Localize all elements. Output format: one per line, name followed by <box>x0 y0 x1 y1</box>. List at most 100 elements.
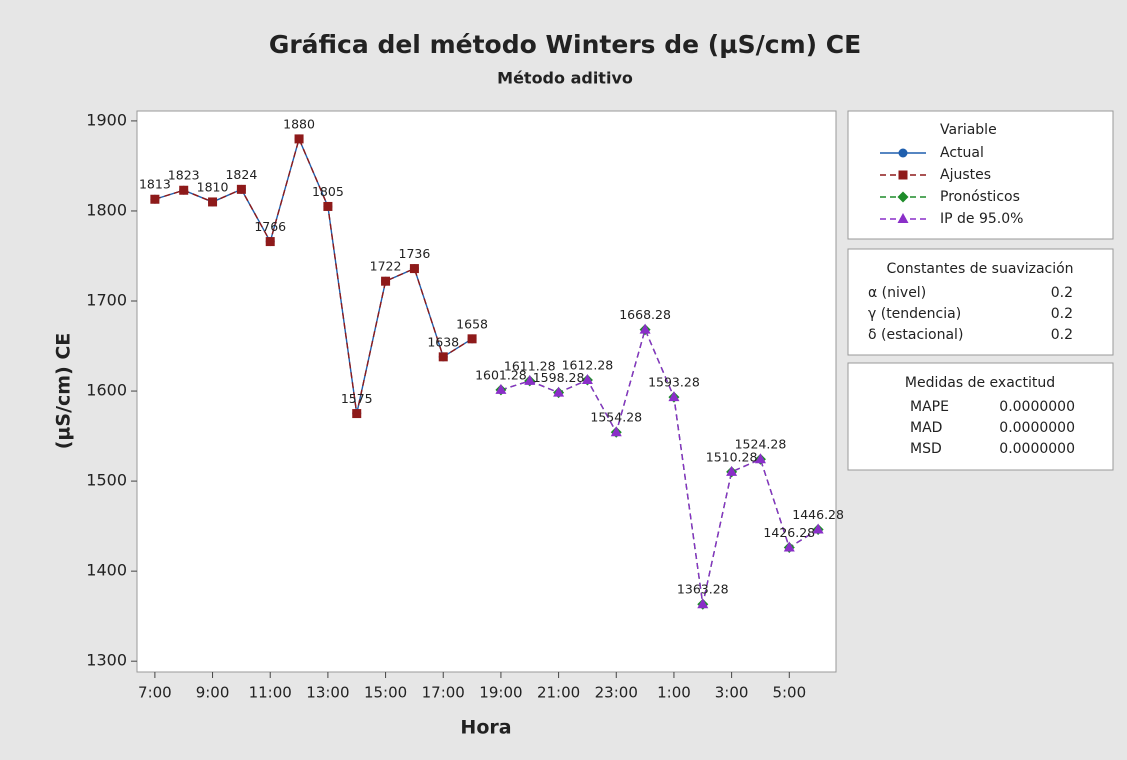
data-point <box>553 386 565 397</box>
data-label: 1426.28 <box>763 525 815 540</box>
x-tick-label: 7:00 <box>138 684 172 702</box>
data-label: 1612.28 <box>562 357 614 372</box>
data-point <box>265 237 275 247</box>
data-point <box>438 352 448 362</box>
legend-marker <box>897 191 909 203</box>
y-tick-label: 1600 <box>86 381 127 400</box>
legend-marker <box>898 170 908 180</box>
accuracy-value: 0.0000000 <box>999 399 1075 415</box>
x-tick-label: 3:00 <box>715 684 749 702</box>
data-point <box>812 523 824 534</box>
legend-label: Actual <box>940 145 984 161</box>
x-tick-label: 19:00 <box>479 684 522 702</box>
smoothing-value: 0.2 <box>1051 306 1073 322</box>
data-point <box>381 276 391 286</box>
data-label: 1601.28 <box>475 367 527 382</box>
data-point <box>150 194 160 204</box>
x-tick-label: 15:00 <box>364 684 407 702</box>
data-point <box>208 197 218 207</box>
y-tick-label: 1700 <box>86 291 127 310</box>
data-point <box>467 334 477 344</box>
data-label: 1823 <box>168 168 200 183</box>
data-label: 1813 <box>139 177 171 192</box>
series-line <box>154 136 473 414</box>
accuracy-label: MSD <box>910 441 942 457</box>
data-point <box>236 184 246 194</box>
data-point <box>610 426 622 437</box>
data-label: 1575 <box>341 391 373 406</box>
data-point <box>754 453 766 464</box>
accuracy-value: 0.0000000 <box>999 420 1075 436</box>
data-point <box>524 374 536 385</box>
accuracy-value: 0.0000000 <box>999 441 1075 457</box>
x-tick-label: 23:00 <box>595 684 638 702</box>
x-tick-label: 1:00 <box>657 684 691 702</box>
data-point <box>323 201 333 211</box>
data-label: 1554.28 <box>590 410 642 425</box>
data-label: 1668.28 <box>619 307 671 322</box>
data-point <box>409 264 419 274</box>
plot-area <box>136 110 837 673</box>
data-label: 1524.28 <box>735 437 787 452</box>
data-label: 1736 <box>399 246 431 261</box>
data-label: 1638 <box>427 334 459 349</box>
data-point <box>179 185 189 195</box>
x-tick-label: 9:00 <box>196 684 230 702</box>
data-point <box>697 598 709 609</box>
y-tick-label: 1300 <box>86 651 127 670</box>
data-label: 1880 <box>283 116 315 131</box>
data-label: 1766 <box>254 219 286 234</box>
data-label: 1593.28 <box>648 375 700 390</box>
x-axis-label: Hora <box>460 717 511 739</box>
data-label: 1446.28 <box>792 507 844 522</box>
data-point <box>581 373 593 384</box>
y-tick-label: 1900 <box>86 110 127 129</box>
y-tick-label: 1800 <box>86 200 127 219</box>
data-label: 1805 <box>312 184 344 199</box>
x-tick-label: 21:00 <box>537 684 580 702</box>
chart-title: Gráfica del método Winters de (µS/cm) CE <box>269 30 861 59</box>
legend-marker <box>897 213 909 223</box>
legend-label: Ajustes <box>940 167 991 183</box>
chart-subtitle: Método aditivo <box>497 69 633 88</box>
smoothing-title: Constantes de suavización <box>886 261 1073 277</box>
data-label: 1658 <box>456 316 488 331</box>
series-line <box>500 327 819 605</box>
data-point <box>495 383 507 394</box>
smoothing-label: δ (estacional) <box>868 327 963 343</box>
accuracy-title: Medidas de exactitud <box>905 375 1055 391</box>
y-axis-label: (µS/cm) CE <box>53 333 75 450</box>
legend-title: Variable <box>940 122 997 138</box>
data-point <box>668 391 680 402</box>
smoothing-box <box>847 248 1114 356</box>
accuracy-label: MAPE <box>910 399 949 415</box>
x-tick-label: 17:00 <box>422 684 465 702</box>
smoothing-label: γ (tendencia) <box>868 306 961 322</box>
legend-label: IP de 95.0% <box>940 211 1023 227</box>
data-point <box>352 409 362 419</box>
data-label: 1824 <box>225 167 257 182</box>
legend-marker <box>898 148 908 158</box>
data-label: 1810 <box>197 179 229 194</box>
accuracy-label: MAD <box>910 420 942 436</box>
legend-label: Pronósticos <box>940 189 1020 205</box>
data-label: 1510.28 <box>706 449 758 464</box>
data-label: 1598.28 <box>533 370 585 385</box>
data-point <box>294 134 304 144</box>
x-tick-label: 11:00 <box>249 684 292 702</box>
x-tick-label: 13:00 <box>306 684 349 702</box>
y-tick-label: 1400 <box>86 561 127 580</box>
data-label: 1363.28 <box>677 582 729 597</box>
data-point <box>639 323 651 334</box>
data-label: 1611.28 <box>504 358 556 373</box>
data-point <box>783 541 795 552</box>
data-label: 1722 <box>370 259 402 274</box>
data-point <box>726 465 738 476</box>
smoothing-label: α (nivel) <box>868 285 926 301</box>
smoothing-value: 0.2 <box>1051 285 1073 301</box>
y-tick-label: 1500 <box>86 471 127 490</box>
smoothing-value: 0.2 <box>1051 327 1073 343</box>
accuracy-box <box>847 362 1114 471</box>
x-tick-label: 5:00 <box>772 684 806 702</box>
